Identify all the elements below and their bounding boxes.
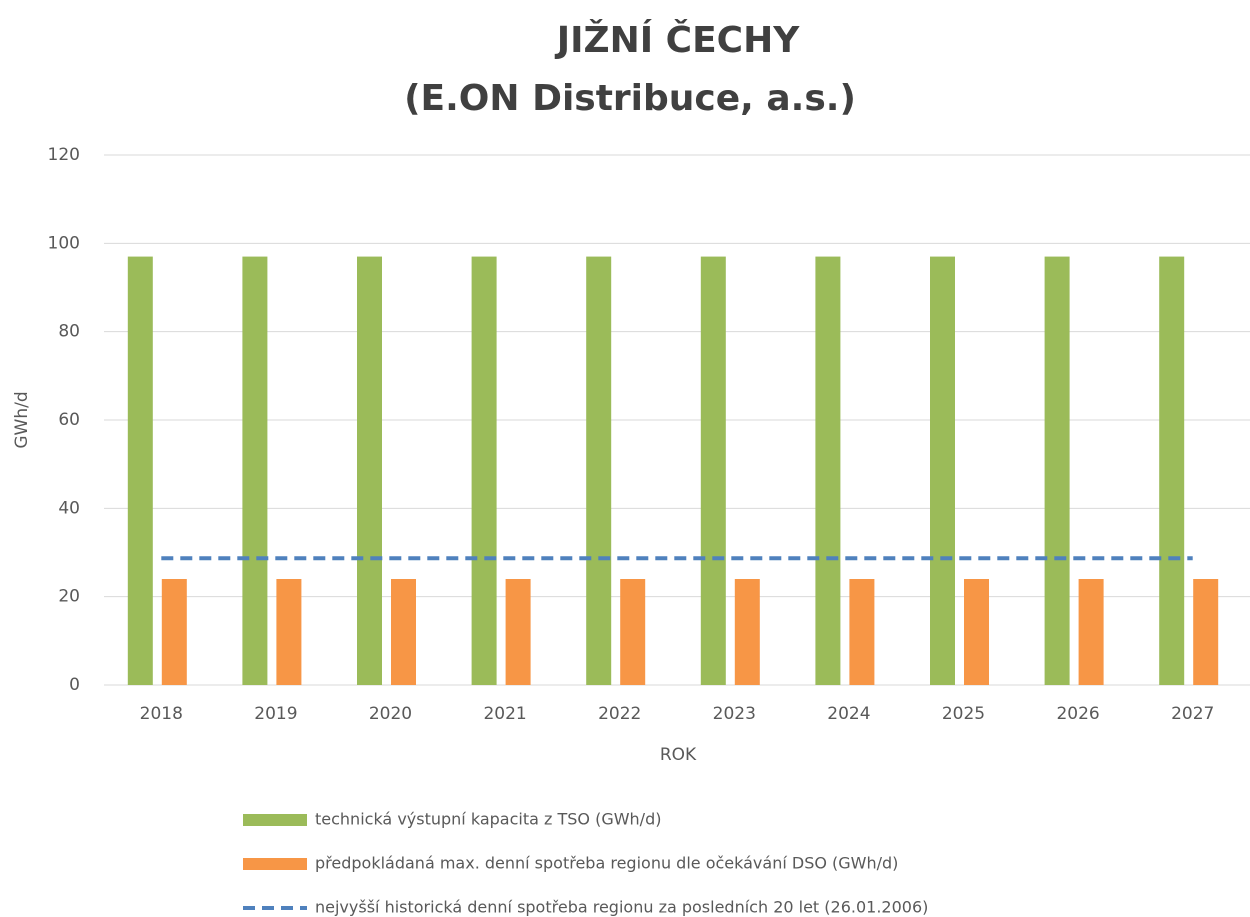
- legend-label: nejvyšší historická denní spotřeba regio…: [315, 898, 928, 917]
- bar: [1078, 579, 1104, 685]
- bar: [161, 579, 187, 685]
- x-tick-label: 2025: [942, 704, 985, 724]
- legend-swatch: [243, 858, 307, 870]
- legend-label: předpokládaná max. denní spotřeba region…: [315, 854, 898, 873]
- y-tick-label: 0: [69, 675, 80, 695]
- y-tick-label: 40: [58, 498, 80, 518]
- bar: [242, 256, 268, 685]
- x-tick-label: 2021: [483, 704, 526, 724]
- legend-label: technická výstupní kapacita z TSO (GWh/d…: [315, 810, 661, 829]
- bar: [620, 579, 646, 685]
- bar: [471, 256, 497, 685]
- bar: [505, 579, 531, 685]
- bar: [357, 256, 382, 685]
- bar: [930, 256, 955, 685]
- bar: [276, 579, 302, 685]
- bar: [849, 579, 875, 685]
- x-tick-label: 2024: [827, 704, 870, 724]
- y-tick-label: 20: [58, 587, 80, 607]
- bar: [700, 256, 726, 685]
- bar: [1193, 579, 1219, 685]
- bar: [964, 579, 989, 685]
- chart-title: JIŽNÍ ČECHY: [554, 19, 801, 61]
- x-tick-label: 2018: [140, 704, 183, 724]
- bar: [734, 579, 760, 685]
- x-tick-label: 2020: [369, 704, 412, 724]
- x-tick-label: 2019: [254, 704, 297, 724]
- legend-swatch: [243, 814, 307, 826]
- bar: [1159, 256, 1185, 685]
- x-tick-label: 2027: [1171, 704, 1214, 724]
- y-tick-label: 100: [48, 233, 80, 253]
- bar: [815, 256, 841, 685]
- bar: [1044, 256, 1070, 685]
- y-tick-label: 60: [58, 410, 80, 430]
- x-tick-label: 2026: [1056, 704, 1099, 724]
- x-tick-label: 2023: [713, 704, 756, 724]
- bar: [391, 579, 416, 685]
- x-axis-label: ROK: [660, 745, 697, 765]
- chart-subtitle: (E.ON Distribuce, a.s.): [404, 78, 856, 119]
- y-tick-label: 120: [48, 145, 80, 165]
- x-tick-label: 2022: [598, 704, 641, 724]
- bar: [127, 256, 153, 685]
- y-tick-label: 80: [58, 322, 80, 342]
- bar: [586, 256, 612, 685]
- y-axis-label: GWh/d: [12, 391, 32, 448]
